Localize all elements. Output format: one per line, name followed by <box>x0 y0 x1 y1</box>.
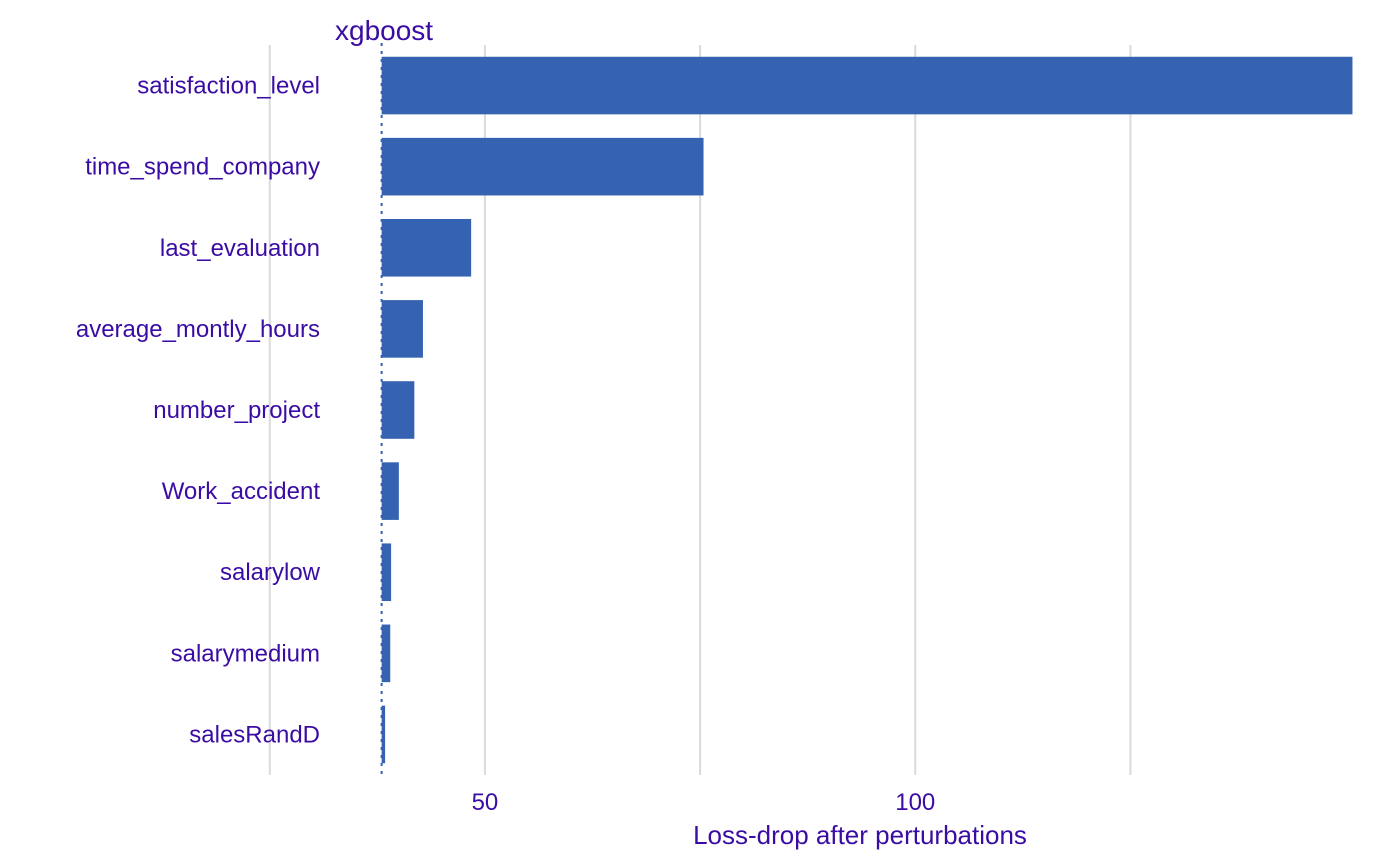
chart-title: xgboost <box>335 15 433 46</box>
category-labels: satisfaction_level time_spend_companylast… <box>76 73 321 749</box>
category-label: salarylow <box>220 559 321 586</box>
bar <box>381 462 399 520</box>
category-label: number_project <box>153 397 320 424</box>
bar-layer <box>381 56 1353 764</box>
x-tick-labels: 50 100 <box>472 789 936 816</box>
bar <box>381 218 472 277</box>
category-label: satisfaction_level <box>137 73 320 100</box>
category-label: last_evaluation <box>160 235 320 262</box>
bar <box>381 56 1353 115</box>
bar <box>381 543 392 602</box>
category-label: time_spend_company <box>85 154 320 181</box>
x-tick-label: 50 <box>472 789 499 816</box>
bar <box>381 137 704 196</box>
x-tick-label: 100 <box>895 789 935 816</box>
category-label: average_montly_hours <box>76 316 320 343</box>
bar <box>381 705 386 764</box>
bar <box>381 300 423 358</box>
category-label: Work_accident <box>162 478 321 505</box>
bar <box>381 624 391 683</box>
category-label: salarymedium <box>171 640 320 667</box>
x-axis-label: Loss-drop after perturbations <box>693 820 1027 850</box>
bar <box>381 381 415 439</box>
category-label: salesRandD <box>189 721 320 748</box>
